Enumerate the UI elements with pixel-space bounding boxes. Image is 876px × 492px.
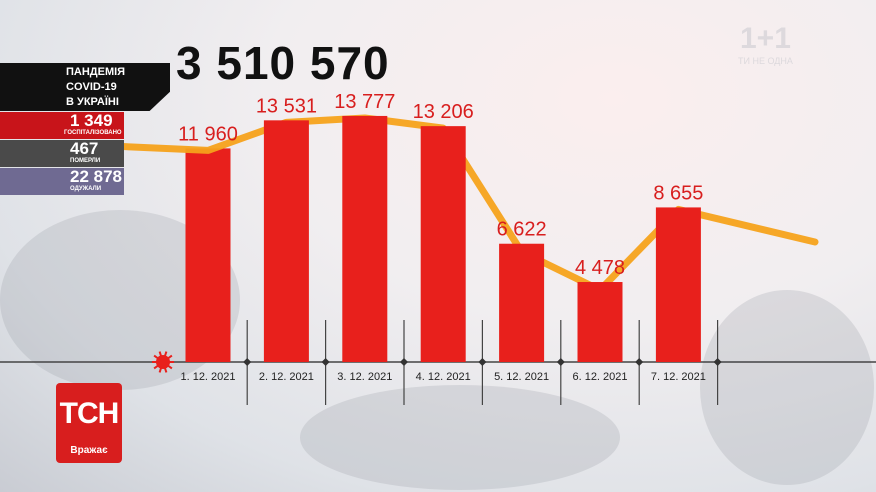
bar — [420, 126, 466, 362]
background-blob — [300, 385, 620, 490]
tick-marker — [478, 358, 487, 366]
logo-text: ТСН — [59, 397, 120, 430]
bar — [655, 207, 701, 362]
logo-subtitle: Вражає — [70, 445, 108, 456]
x-tick-label: 4. 12. 2021 — [416, 371, 471, 383]
tick-marker — [713, 358, 722, 366]
x-tick-label: 2. 12. 2021 — [259, 371, 314, 383]
title-line: В УКРАЇНІ — [66, 96, 119, 108]
data-label: 11 960 — [178, 123, 238, 145]
data-label: 8 655 — [653, 182, 703, 204]
recovered-label: ОДУЖАЛИ — [70, 186, 102, 192]
title-line: ПАНДЕМІЯ — [66, 66, 126, 78]
watermark-slogan: ТИ НЕ ОДНА — [738, 56, 793, 66]
virus-icon — [152, 351, 174, 373]
tick-marker — [556, 358, 565, 366]
data-label: 13 777 — [334, 91, 395, 113]
x-tick-label: 6. 12. 2021 — [572, 371, 627, 383]
deaths-value: 467 — [70, 139, 99, 158]
x-tick-label: 3. 12. 2021 — [337, 371, 392, 383]
channel-watermark: 1+1 ТИ НЕ ОДНА — [738, 22, 793, 66]
tick-marker — [243, 358, 252, 366]
x-tick-label: 1. 12. 2021 — [180, 371, 235, 383]
recovered-row: 22 878 ОДУЖАЛИ — [0, 168, 124, 195]
hospitalized-value: 1 349 — [70, 111, 113, 130]
deaths-row: 467 ПОМЕРЛИ — [0, 140, 124, 167]
bar — [263, 120, 309, 363]
data-label: 13 206 — [413, 101, 474, 123]
tick-marker — [635, 358, 644, 366]
deaths-label: ПОМЕРЛИ — [70, 158, 101, 164]
panel-title: ПАНДЕМІЯ COVID-19 В УКРАЇНІ — [0, 63, 170, 111]
watermark-logo: 1+1 — [739, 22, 791, 55]
total-cases: 3 510 570 — [176, 37, 390, 89]
title-line: COVID-19 — [66, 81, 117, 93]
stats-panel: ПАНДЕМІЯ COVID-19 В УКРАЇНІ 1 349 ГОСПІТ… — [0, 63, 170, 195]
background-blob — [700, 290, 874, 485]
tick-marker — [321, 358, 330, 366]
hospitalized-label: ГОСПІТАЛІЗОВАНО — [64, 130, 122, 136]
tsn-logo: ТСН Вражає — [56, 383, 122, 463]
data-label: 13 531 — [256, 95, 317, 117]
bar — [577, 282, 623, 362]
x-tick-label: 7. 12. 2021 — [651, 371, 706, 383]
data-label: 6 622 — [497, 219, 547, 241]
bar — [499, 243, 545, 362]
bar — [342, 115, 388, 362]
tick-marker — [400, 358, 408, 366]
data-label: 4 478 — [575, 257, 625, 279]
bar — [185, 148, 231, 362]
hospitalized-row: 1 349 ГОСПІТАЛІЗОВАНО — [0, 112, 124, 139]
recovered-value: 22 878 — [70, 167, 122, 186]
x-tick-label: 5. 12. 2021 — [494, 371, 549, 383]
